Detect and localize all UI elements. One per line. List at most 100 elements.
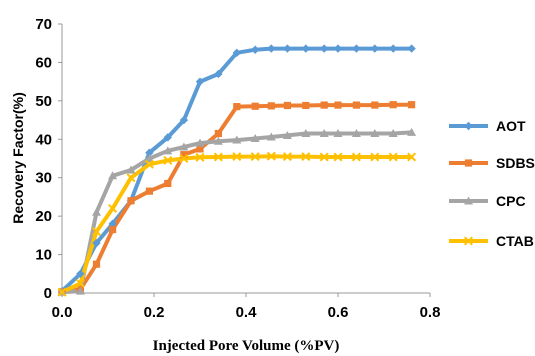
data-point-ctab (108, 203, 118, 213)
legend-label-ctab: CTAB (496, 233, 534, 249)
legend-marker-ctab (463, 236, 474, 246)
x-tick-label: 0.2 (144, 304, 165, 321)
data-point-aot (352, 44, 361, 53)
data-point-ctab (266, 151, 276, 161)
data-point-cpc (163, 146, 173, 155)
data-point-sdbs (320, 101, 328, 109)
data-point-aot (251, 45, 260, 54)
data-point-sdbs (283, 101, 291, 110)
legend-marker-aot (464, 121, 473, 131)
x-tick-label: 0.6 (328, 304, 349, 321)
data-point-ctab (407, 152, 417, 162)
data-point-sdbs (214, 129, 222, 138)
data-point-cpc (266, 132, 276, 141)
data-point-ctab (333, 152, 343, 162)
data-point-cpc (232, 135, 242, 144)
series-lines (60, 46, 412, 295)
data-point-sdbs (145, 187, 153, 195)
data-point-ctab (351, 152, 361, 162)
data-point-cpc (75, 286, 85, 295)
data-point-cpc (351, 129, 361, 138)
legend-label-sdbs: SDBS (496, 155, 535, 171)
data-point-sdbs (267, 102, 275, 110)
data-point-aot (267, 44, 276, 53)
ticks: 0 10 20 30 40 50 60 70 0.0 0.2 0.4 0.6 0.8 (35, 16, 440, 321)
series-line-aot (60, 46, 412, 293)
x-tick-label: 0.4 (236, 304, 258, 321)
data-point-ctab (319, 152, 329, 162)
data-point-ctab (126, 173, 136, 183)
data-point-cpc (388, 129, 398, 138)
data-point-ctab (282, 152, 292, 162)
data-point-sdbs (371, 101, 379, 109)
data-point-sdbs (109, 225, 117, 234)
data-point-cpc (301, 129, 311, 138)
data-point-cpc (407, 127, 417, 136)
legend: AOT SDBS CPC CTAB (449, 118, 535, 249)
legend-label-aot: AOT (496, 118, 526, 134)
data-point-ctab (144, 159, 154, 169)
data-point-ctab (370, 152, 380, 162)
data-point-ctab (388, 152, 398, 162)
data-point-aot (163, 133, 172, 142)
y-axis-title: Recovery Factor(%) (10, 92, 26, 224)
data-point-sdbs (251, 102, 259, 110)
legend-label-cpc: CPC (496, 193, 526, 209)
data-point-sdbs (408, 101, 416, 109)
data-point-aot (145, 148, 154, 157)
data-point-cpc (126, 165, 136, 174)
data-point-ctab (232, 152, 242, 162)
data-point-aot (283, 44, 292, 53)
legend-marker-cpc (464, 196, 473, 205)
data-point-sdbs (92, 260, 101, 268)
data-point-cpc (179, 142, 189, 151)
data-point-sdbs (164, 179, 172, 188)
data-point-ctab (213, 152, 223, 162)
data-point-cpc (333, 129, 343, 138)
series-markers (57, 44, 417, 297)
data-point-cpc (319, 129, 329, 138)
data-point-cpc (92, 207, 101, 216)
data-point-cpc (282, 130, 292, 139)
data-point-ctab (250, 152, 260, 162)
data-point-ctab (163, 155, 173, 165)
data-point-sdbs (127, 197, 135, 205)
data-point-aot (320, 44, 329, 53)
data-point-ctab (301, 152, 311, 162)
y-tick-label: 50 (35, 93, 52, 110)
y-tick-label: 10 (35, 247, 52, 264)
data-point-aot (333, 44, 343, 53)
data-point-aot (108, 219, 117, 229)
data-point-aot (214, 69, 223, 79)
legend-marker-sdbs (464, 159, 473, 167)
data-point-cpc (370, 129, 380, 138)
data-point-cpc (213, 136, 223, 145)
data-point-ctab (195, 152, 205, 162)
data-point-aot (179, 115, 189, 125)
x-tick-label: 0.0 (52, 304, 73, 321)
data-point-sdbs (302, 101, 310, 110)
data-point-ctab (91, 227, 102, 237)
data-point-aot (370, 44, 379, 53)
x-axis-title: Injected Pore Volume (%PV) (153, 338, 340, 354)
data-point-sdbs (196, 145, 204, 153)
y-tick-label: 0 (44, 285, 52, 302)
data-point-cpc (108, 171, 118, 180)
x-tick-label: 0.8 (420, 304, 441, 321)
data-point-ctab (179, 153, 189, 164)
data-point-ctab (75, 278, 85, 288)
data-point-aot (407, 44, 416, 53)
data-point-cpc (195, 138, 205, 147)
data-point-aot (92, 238, 101, 248)
data-point-cpc (144, 154, 154, 162)
data-point-aot (301, 44, 310, 53)
y-tick-label: 60 (35, 54, 52, 71)
y-tick-label: 40 (35, 131, 52, 148)
data-point-sdbs (233, 103, 241, 111)
data-point-sdbs (389, 101, 397, 109)
y-tick-label: 70 (35, 16, 52, 33)
data-point-sdbs (334, 101, 342, 109)
data-point-sdbs (352, 101, 360, 109)
data-point-aot (195, 77, 205, 86)
